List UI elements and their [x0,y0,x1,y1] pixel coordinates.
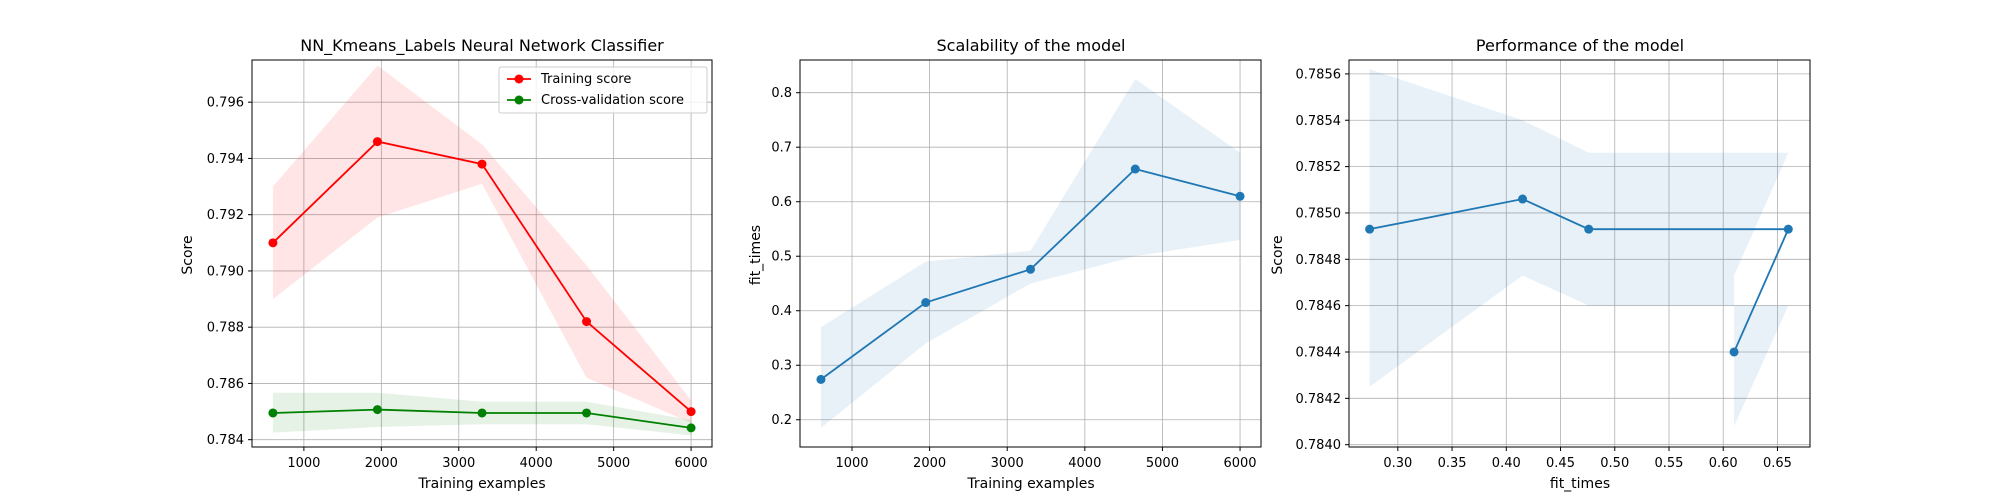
scalability-panel: Scalability of the model Training exampl… [748,36,1262,492]
y-tick-label: 0.7844 [1296,345,1342,360]
y-tick-label: 0.7842 [1296,392,1342,407]
data-point [582,408,592,418]
x-tick-label: 2000 [913,456,946,471]
plot-area: 0.30 0.35 0.40 0.45 0.50 0.55 0.60 0.65 0.7840 0.… [1296,59,1811,471]
legend-label-cross-validation: Cross-validation score [541,93,684,108]
y-axis-label: Score [180,235,196,274]
x-tick-label: 6000 [675,456,708,471]
data-point [372,137,382,147]
x-tick-label: 3000 [442,456,475,471]
y-tick-label: 0.786 [207,377,244,392]
x-tick-label: 0.55 [1655,456,1684,471]
performance-panel: Performance of the model fit_times Score… [1270,36,1811,492]
panel-title: NN_Kmeans_Labels Neural Network Classifi… [300,36,664,56]
y-tick-label: 0.796 [207,96,244,111]
y-tick-label: 0.794 [207,152,244,167]
y-tick-label: 0.3 [771,359,792,374]
x-tick-label: 0.50 [1600,456,1629,471]
y-tick-label: 0.2 [771,413,792,428]
data-point [686,407,696,417]
y-tick-label: 0.7840 [1296,438,1342,453]
data-point [268,238,278,248]
axes-frame [251,59,713,448]
data-point [921,298,931,308]
plot-area: 1000 2000 3000 4000 5000 6000 0.2 0.3 0.4 0.5 0.6 0… [771,59,1262,471]
y-axis-label: fit_times [748,225,764,285]
legend-marker-training [514,74,524,84]
y-tick-label: 0.7852 [1296,160,1342,175]
x-tick-label: 0.30 [1383,456,1412,471]
x-tick-label: 0.40 [1492,456,1521,471]
x-axis-label: Training examples [966,476,1094,492]
axes-frame [1348,59,1811,448]
y-tick-label: 0.7846 [1296,299,1342,314]
data-point [1729,347,1739,357]
y-tick-label: 0.7848 [1296,253,1342,268]
plot-area: 1000 2000 3000 4000 5000 6000 0.784 0.786 0.788 0… [207,59,713,471]
data-point [1584,224,1594,234]
confidence-band [272,65,692,423]
data-point [1026,264,1035,274]
x-tick-label: 0.45 [1546,456,1575,471]
data-point [1235,191,1245,201]
x-tick-label: 0.65 [1763,456,1792,471]
x-tick-label: 5000 [1146,456,1179,471]
x-tick-label: 3000 [991,456,1024,471]
panel-title: Scalability of the model [937,36,1126,55]
x-axis-label: Training examples [417,476,545,492]
x-tick-label: 4000 [520,456,553,471]
y-tick-label: 0.7 [771,141,792,156]
y-tick-label: 0.792 [207,208,244,223]
x-tick-label: 0.35 [1438,456,1467,471]
x-tick-label: 1000 [287,456,320,471]
data-point [686,423,696,433]
x-tick-label: 5000 [597,456,630,471]
data-point [477,159,487,169]
confidence-band [1369,69,1789,427]
x-tick-label: 6000 [1223,456,1256,471]
y-tick-label: 0.7856 [1296,67,1342,82]
legend-marker-cross-validation [514,95,524,105]
data-point [372,405,382,415]
legend: Training score Cross-validation score [498,66,708,114]
y-axis-label: Score [1270,235,1286,274]
legend-label-training: Training score [540,72,631,87]
panel-title: Performance of the model [1476,36,1684,55]
learning-curve-panel: NN_Kmeans_Labels Neural Network Classifi… [180,36,713,492]
y-tick-label: 0.6 [771,195,792,210]
y-tick-label: 0.7854 [1296,114,1342,129]
y-tick-label: 0.7850 [1296,206,1342,221]
axes-frame [799,59,1262,448]
x-axis-label: fit_times [1550,476,1610,492]
data-point [477,408,487,418]
data-point [1365,224,1375,234]
y-tick-label: 0.5 [771,250,792,265]
data-point [1518,194,1528,204]
y-tick-label: 0.788 [207,321,244,336]
data-point [1130,164,1140,174]
x-tick-label: 2000 [365,456,398,471]
y-tick-label: 0.784 [207,433,244,448]
x-tick-label: 4000 [1068,456,1101,471]
y-tick-label: 0.790 [207,264,244,279]
data-point [816,374,826,384]
data-point [1783,224,1793,234]
data-point [268,408,278,418]
x-tick-label: 0.60 [1709,456,1738,471]
y-tick-label: 0.8 [771,86,792,101]
y-tick-label: 0.4 [771,304,792,319]
data-point [582,317,592,327]
x-tick-label: 1000 [835,456,868,471]
legend-box [498,66,708,114]
